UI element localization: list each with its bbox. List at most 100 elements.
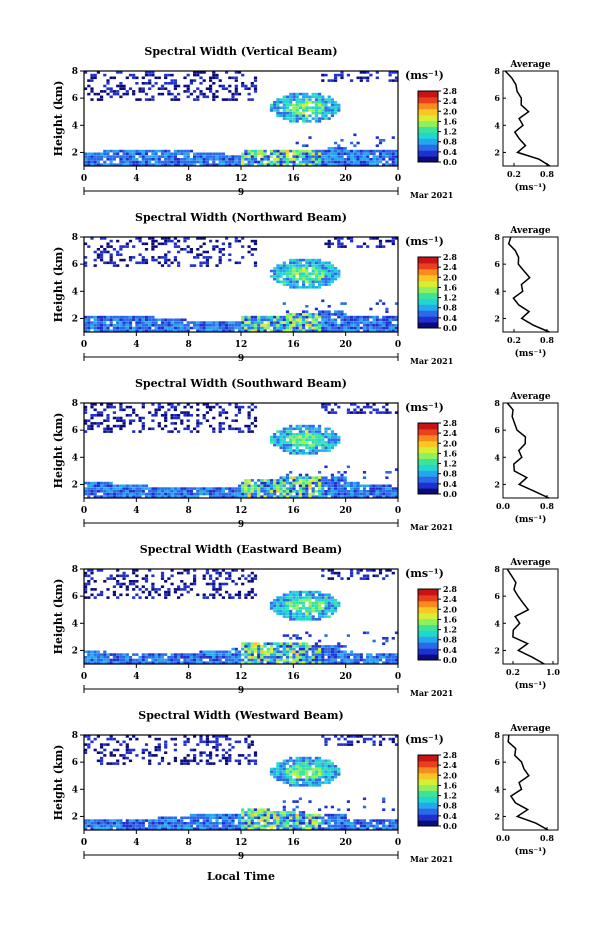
heatmap-cell	[334, 492, 338, 496]
heatmap-cell	[183, 492, 187, 496]
heatmap-cell	[292, 152, 296, 156]
heatmap-cell	[302, 155, 306, 158]
heatmap-cell	[135, 574, 139, 578]
heatmap-cell	[250, 248, 254, 251]
heatmap-cell	[103, 754, 107, 757]
heatmap-cell	[359, 653, 363, 656]
heatmap-cell	[125, 746, 129, 749]
heatmap-cell	[353, 658, 357, 662]
heatmap-cell	[298, 653, 302, 656]
heatmap-cell	[285, 264, 290, 267]
heatmap-cell	[183, 158, 187, 161]
colorbar-frame	[417, 422, 439, 495]
heatmap-cell	[295, 773, 299, 776]
heatmap-cell	[250, 661, 254, 664]
heatmap-cell	[173, 737, 177, 741]
heatmap-cell	[356, 245, 360, 248]
heatmap-cell	[167, 264, 171, 267]
heatmap-cell	[334, 661, 338, 664]
heatmap-cell	[225, 813, 229, 817]
heatmap-cell	[221, 756, 225, 760]
heatmap-cell	[314, 781, 318, 784]
heatmap-cell	[122, 318, 126, 322]
heatmap-cell	[221, 748, 225, 752]
heatmap-cell	[116, 824, 120, 828]
heatmap-cell	[314, 446, 318, 450]
heatmap-cell	[382, 661, 386, 664]
heatmap-cell	[346, 481, 350, 485]
colorbar-label: 2.8	[443, 252, 457, 262]
heatmap-cell	[212, 740, 216, 744]
heatmap-cell	[93, 661, 97, 664]
heatmap-cell	[285, 443, 290, 447]
heatmap-cell	[394, 490, 399, 493]
heatmap-cell	[321, 114, 325, 118]
heatmap-cell	[314, 599, 318, 602]
heatmap-cell	[170, 574, 174, 578]
heatmap-cell	[343, 245, 347, 248]
heatmap-cell	[228, 490, 232, 493]
heatmap-cell	[148, 653, 152, 656]
heatmap-cell	[318, 599, 322, 602]
heatmap-cell	[285, 95, 290, 99]
heatmap-cell	[263, 487, 267, 490]
heatmap-cell	[183, 569, 187, 572]
heatmap-cell	[125, 315, 129, 319]
heatmap-cell	[205, 155, 209, 158]
average-title: Average	[509, 392, 550, 402]
heatmap-cell	[318, 609, 322, 613]
heatmap-cell	[234, 427, 238, 431]
heatmap-cell	[356, 653, 360, 656]
heatmap-cell	[298, 441, 302, 444]
heatmap-cell	[164, 653, 168, 656]
heatmap-cell	[144, 484, 149, 488]
heatmap-cell	[314, 441, 318, 444]
heatmap-cell	[298, 272, 302, 275]
heatmap-cell	[189, 405, 193, 409]
heatmap-cell	[308, 326, 312, 330]
heatmap-cell	[119, 329, 123, 332]
heatmap-cell	[103, 481, 107, 485]
heatmap-cell	[346, 492, 350, 496]
heatmap-cell	[167, 824, 171, 828]
heatmap-cell	[298, 155, 302, 158]
heatmap-cell	[298, 427, 302, 431]
heatmap-cell	[225, 326, 229, 330]
heatmap-cell	[106, 261, 110, 265]
heatmap-cell	[193, 90, 197, 93]
heatmap-cell	[141, 824, 145, 828]
heatmap-cell	[311, 280, 315, 284]
heatmap-cell	[148, 593, 152, 597]
heatmap-cell	[295, 103, 299, 107]
heatmap-cell	[231, 819, 235, 822]
heatmap-cell	[305, 117, 309, 120]
heatmap-cell	[330, 446, 334, 450]
heatmap-cell	[305, 609, 309, 613]
heatmap-cell	[324, 615, 328, 618]
heatmap-cell	[340, 577, 344, 580]
heatmap-cell	[298, 593, 302, 597]
heatmap-cell	[273, 661, 277, 664]
heatmap-cell	[353, 315, 357, 319]
heatmap-cell	[295, 495, 299, 498]
heatmap-cell	[356, 405, 360, 409]
heatmap-cell	[215, 76, 219, 80]
heatmap-cell	[292, 618, 296, 621]
heatmap-cell	[308, 645, 312, 648]
heatmap-cell	[285, 283, 290, 286]
heatmap-cell	[109, 155, 113, 158]
heatmap-cell	[305, 264, 309, 267]
heatmap-cell	[225, 492, 229, 496]
heatmap-cell	[318, 101, 322, 104]
heatmap-cell	[314, 152, 318, 156]
heatmap-cell	[279, 158, 283, 161]
heatmap-cell	[282, 152, 286, 156]
heatmap-cell	[266, 656, 270, 659]
heatmap-cell	[340, 158, 344, 161]
heatmap-cell	[375, 155, 379, 158]
heatmap-cell	[378, 139, 383, 142]
heatmap-cell	[375, 492, 379, 496]
heatmap-cell	[135, 321, 139, 324]
heatmap-cell	[167, 321, 171, 324]
heatmap-cell	[164, 256, 168, 259]
